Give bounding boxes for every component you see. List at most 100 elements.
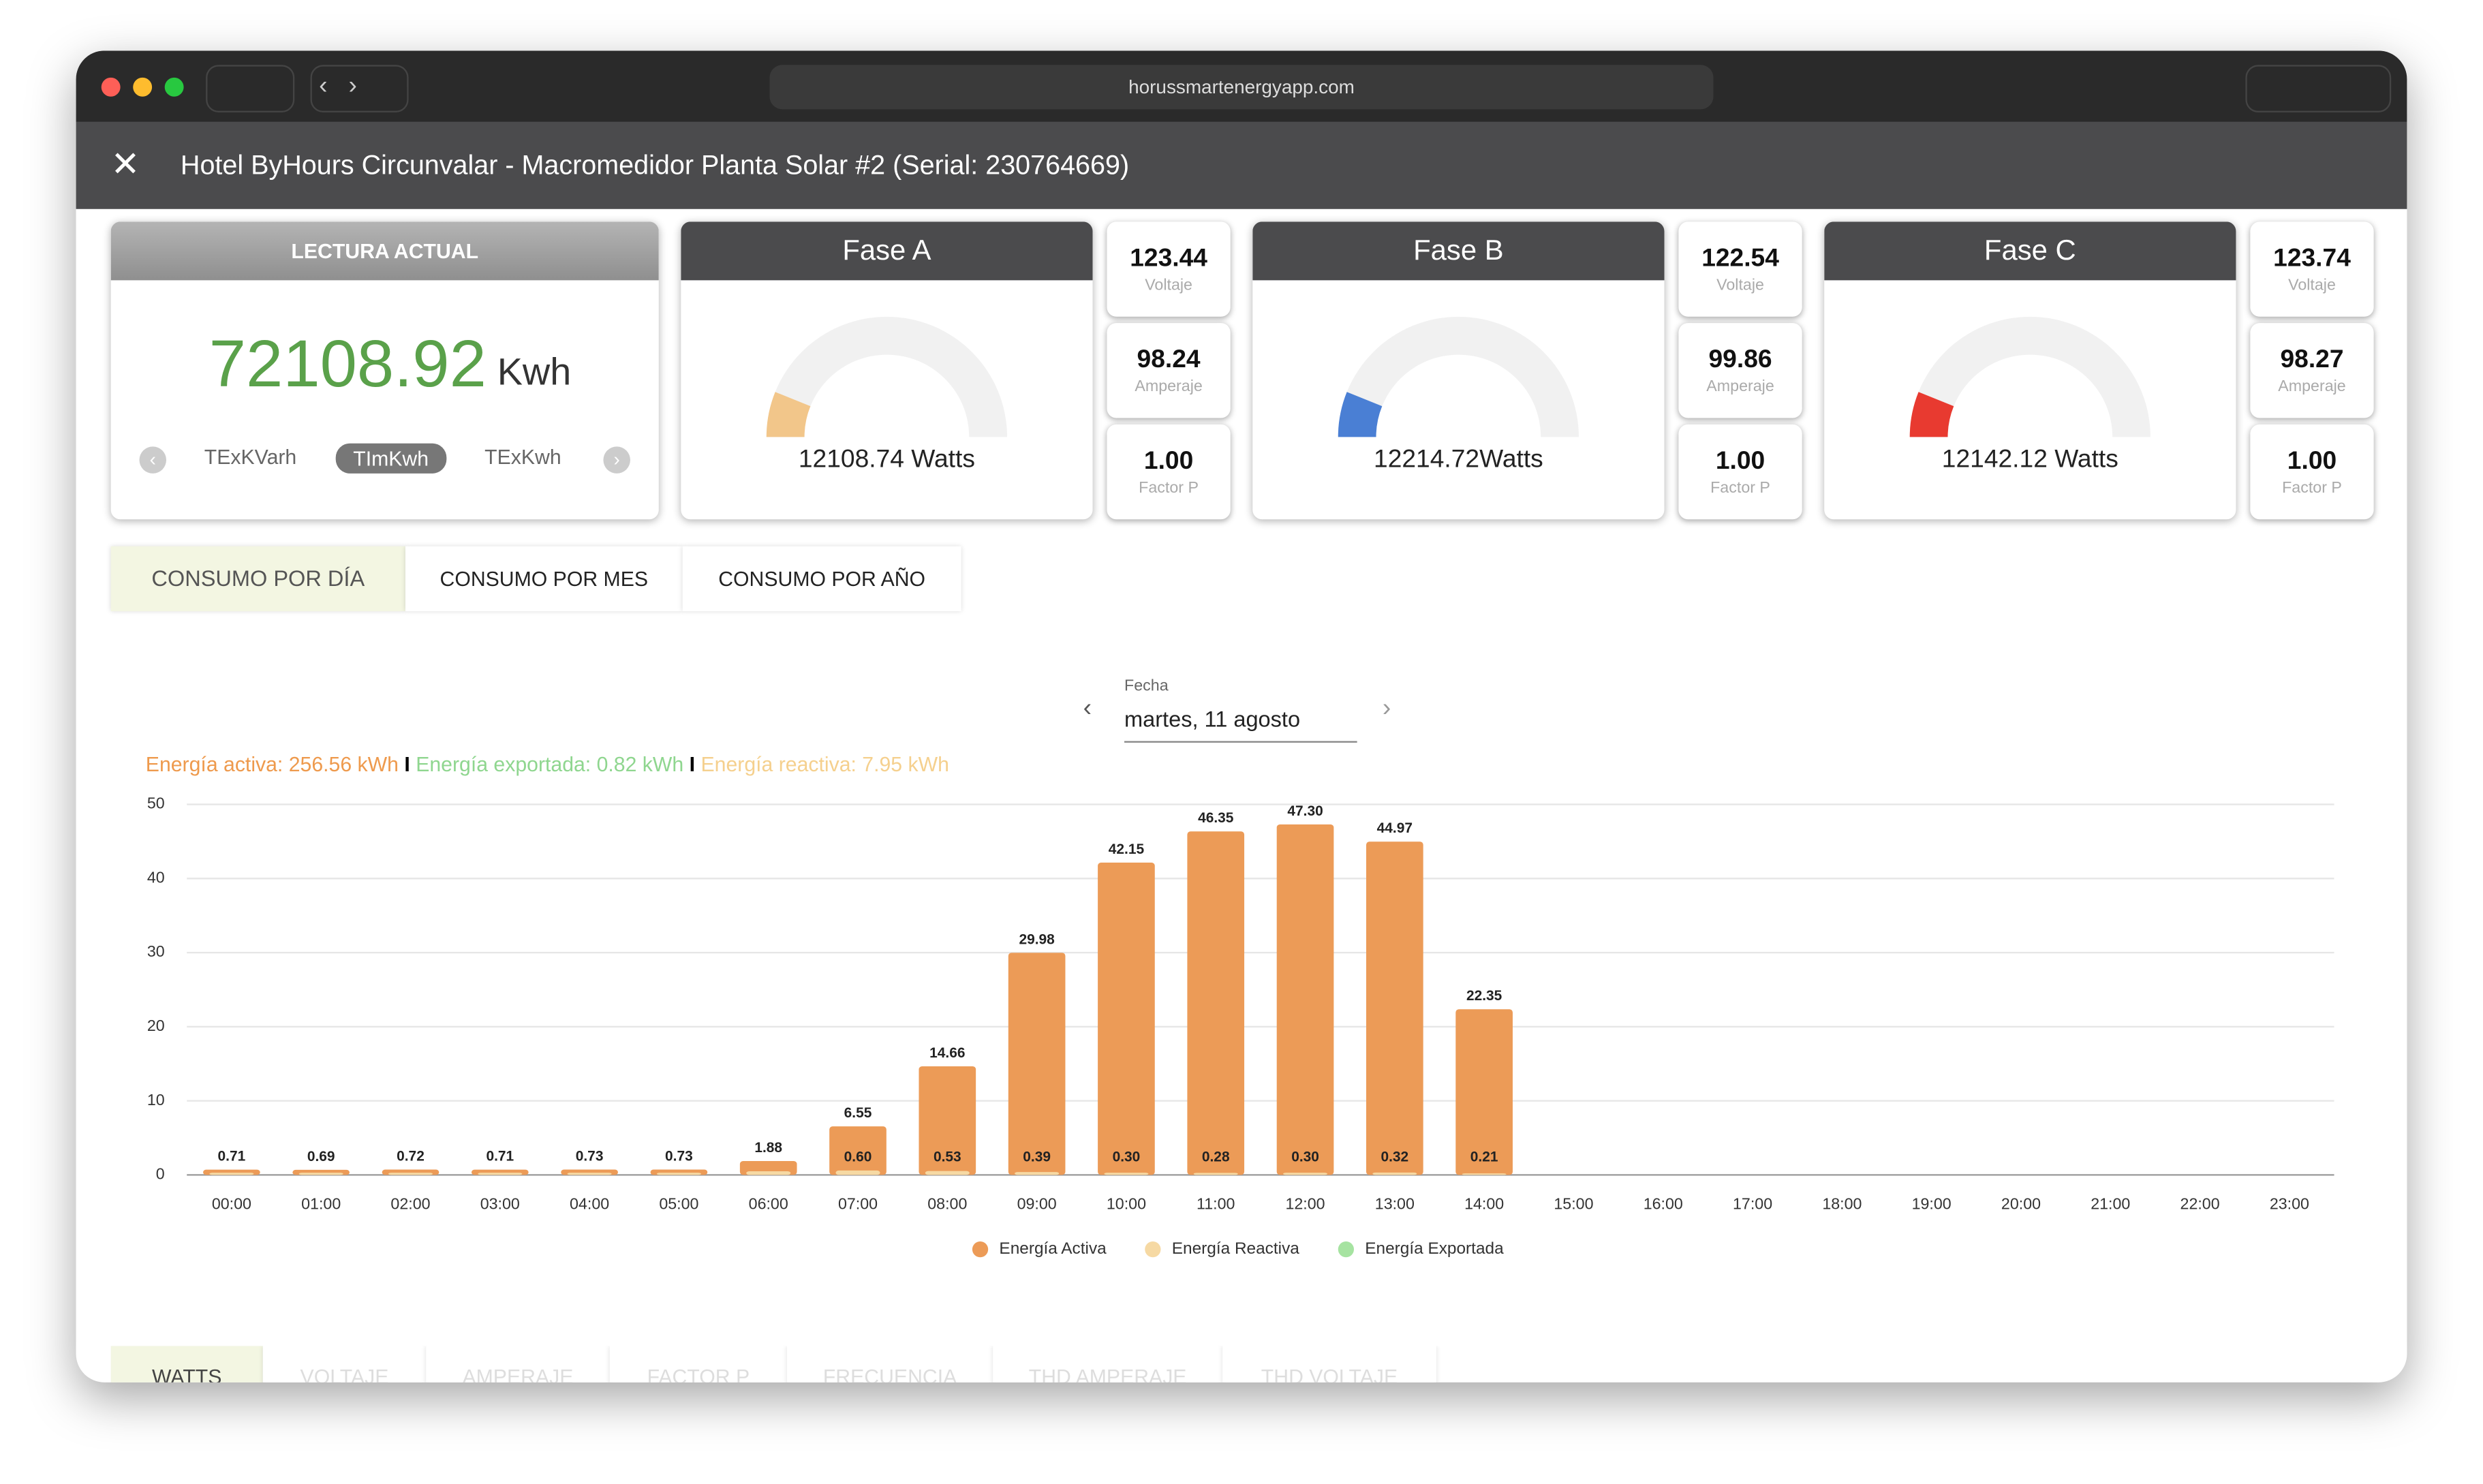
- option-selected[interactable]: TImKwh: [335, 443, 446, 474]
- separator: I: [404, 752, 410, 776]
- value-label: 6.55: [844, 1105, 872, 1121]
- prev-date[interactable]: ‹: [1083, 695, 1092, 722]
- next-option[interactable]: ›: [603, 446, 630, 474]
- nav-buttons[interactable]: ‹ ›: [310, 65, 409, 113]
- close-dot[interactable]: [101, 77, 121, 97]
- y-tick-label: 50: [147, 794, 165, 812]
- reading-card: LECTURA ACTUAL 72108.92 Kwh ‹ TExKVarh T…: [110, 221, 659, 520]
- value-label: 0.28: [1202, 1149, 1230, 1164]
- header-title: Hotel ByHours Circunvalar - Macromedidor…: [180, 150, 1130, 181]
- x-tick-label: 11:00: [1197, 1195, 1235, 1213]
- bar: [925, 1171, 970, 1175]
- tab[interactable]: VOLTAJE: [262, 1346, 427, 1382]
- bar: [835, 1170, 880, 1175]
- tab[interactable]: THD VOLTAJE: [1222, 1346, 1436, 1382]
- x-tick-label: 14:00: [1464, 1195, 1504, 1213]
- max-dot[interactable]: [164, 77, 184, 97]
- x-tick-label: 18:00: [1822, 1195, 1862, 1213]
- gauge-fill: [766, 392, 811, 437]
- date-field[interactable]: martes, 11 agosto: [1124, 706, 1357, 743]
- stat-value: 1.00: [1715, 448, 1765, 476]
- bar: [1098, 862, 1155, 1175]
- title-bar: ‹ › horussmartenergyapp.com: [76, 50, 2407, 122]
- bar: [1193, 1173, 1238, 1175]
- stat-value: 98.27: [2280, 346, 2344, 374]
- value-label: 0.71: [218, 1149, 246, 1164]
- close-button[interactable]: ✕: [110, 144, 140, 184]
- legend-label: Energía Exportada: [1365, 1239, 1504, 1258]
- tab[interactable]: THD AMPERAJE: [993, 1346, 1223, 1382]
- tab[interactable]: FRECUENCIA: [787, 1346, 993, 1382]
- tab[interactable]: FACTOR P: [609, 1346, 788, 1382]
- date-label: Fecha: [1124, 677, 1169, 696]
- x-tick-label: 23:00: [2270, 1195, 2309, 1213]
- x-tick-label: 05:00: [659, 1195, 698, 1213]
- legend-label: Energía Activa: [999, 1239, 1107, 1258]
- value-label: 46.35: [1198, 810, 1234, 826]
- x-tick-label: 08:00: [927, 1195, 967, 1213]
- x-tick-label: 09:00: [1017, 1195, 1057, 1213]
- gauge: [766, 316, 1008, 437]
- phase-card: Fase C 12142.12 Watts: [1824, 221, 2236, 520]
- tab-active[interactable]: CONSUMO POR DÍA: [110, 546, 405, 612]
- x-tick-label: 17:00: [1733, 1195, 1772, 1213]
- min-dot[interactable]: [133, 77, 153, 97]
- gauge-track: [1909, 316, 2150, 437]
- stat-label: Amperaje: [1706, 378, 1774, 396]
- stat-card: 122.54 Voltaje: [1678, 221, 1802, 317]
- stat-label: Factor P: [1710, 480, 1770, 497]
- phase-power: 12108.74 Watts: [798, 446, 975, 474]
- value-label: 1.88: [754, 1140, 782, 1156]
- separator: I: [689, 752, 696, 776]
- option[interactable]: TExKVarh: [204, 445, 297, 469]
- x-tick-label: 15:00: [1554, 1195, 1593, 1213]
- stat-value: 123.74: [2273, 245, 2351, 273]
- x-tick-label: 02:00: [390, 1195, 430, 1213]
- tab[interactable]: CONSUMO POR MES: [405, 546, 683, 612]
- phase-card: Fase A 12108.74 Watts: [681, 221, 1093, 520]
- tab-active[interactable]: WATTS: [110, 1346, 263, 1382]
- stat-value: 1.00: [1143, 448, 1194, 476]
- option[interactable]: TExKwh: [484, 445, 561, 469]
- value-label: 0.21: [1470, 1149, 1498, 1164]
- x-tick-label: 19:00: [1912, 1195, 1952, 1213]
- bar: [298, 1173, 343, 1175]
- sidebar-button[interactable]: [206, 65, 295, 113]
- prev-option[interactable]: ‹: [139, 446, 167, 474]
- tab[interactable]: AMPERAJE: [426, 1346, 610, 1382]
- stat-value: 98.24: [1137, 346, 1201, 374]
- x-tick-label: 03:00: [480, 1195, 520, 1213]
- x-tick-label: 21:00: [2091, 1195, 2130, 1213]
- bar: [746, 1171, 791, 1175]
- bar: [1366, 841, 1423, 1175]
- address-bar[interactable]: horussmartenergyapp.com: [769, 65, 1714, 110]
- x-tick-label: 10:00: [1107, 1195, 1146, 1213]
- stat-value: 99.86: [1708, 346, 1772, 374]
- stat-label: Voltaje: [1145, 277, 1192, 295]
- stat-card: 123.74 Voltaje: [2250, 221, 2374, 317]
- bar: [1372, 1172, 1417, 1175]
- bar: [567, 1173, 612, 1175]
- reading-value: 72108.92: [209, 326, 487, 401]
- value-label: 47.30: [1287, 803, 1323, 819]
- phase-title: Fase B: [1252, 221, 1665, 281]
- summary: Energía activa: 256.56 kWh I Energía exp…: [146, 752, 949, 776]
- summary-item: Energía activa: 256.56 kWh: [145, 752, 399, 776]
- gauge-fill: [1909, 392, 1954, 437]
- stat-label: Amperaje: [2278, 378, 2346, 396]
- stat-label: Voltaje: [2288, 277, 2336, 295]
- app-header: ✕ Hotel ByHours Circunvalar - Macromedid…: [76, 121, 2407, 209]
- bar: [829, 1126, 886, 1175]
- bar: [656, 1173, 701, 1175]
- gauge-track: [766, 316, 1008, 437]
- tab[interactable]: CONSUMO POR AÑO: [682, 546, 961, 612]
- stat-label: Amperaje: [1135, 378, 1203, 396]
- bottom-tabs: WATTS VOLTAJE AMPERAJE FACTOR P FRECUENCIA TH…: [110, 1346, 2407, 1382]
- stat-label: Voltaje: [1716, 277, 1764, 295]
- phase-card: Fase B 12214.72Watts: [1252, 221, 1665, 520]
- legend-marker: [972, 1241, 989, 1258]
- next-date[interactable]: ›: [1382, 695, 1391, 722]
- toolbar-buttons[interactable]: [2245, 65, 2392, 113]
